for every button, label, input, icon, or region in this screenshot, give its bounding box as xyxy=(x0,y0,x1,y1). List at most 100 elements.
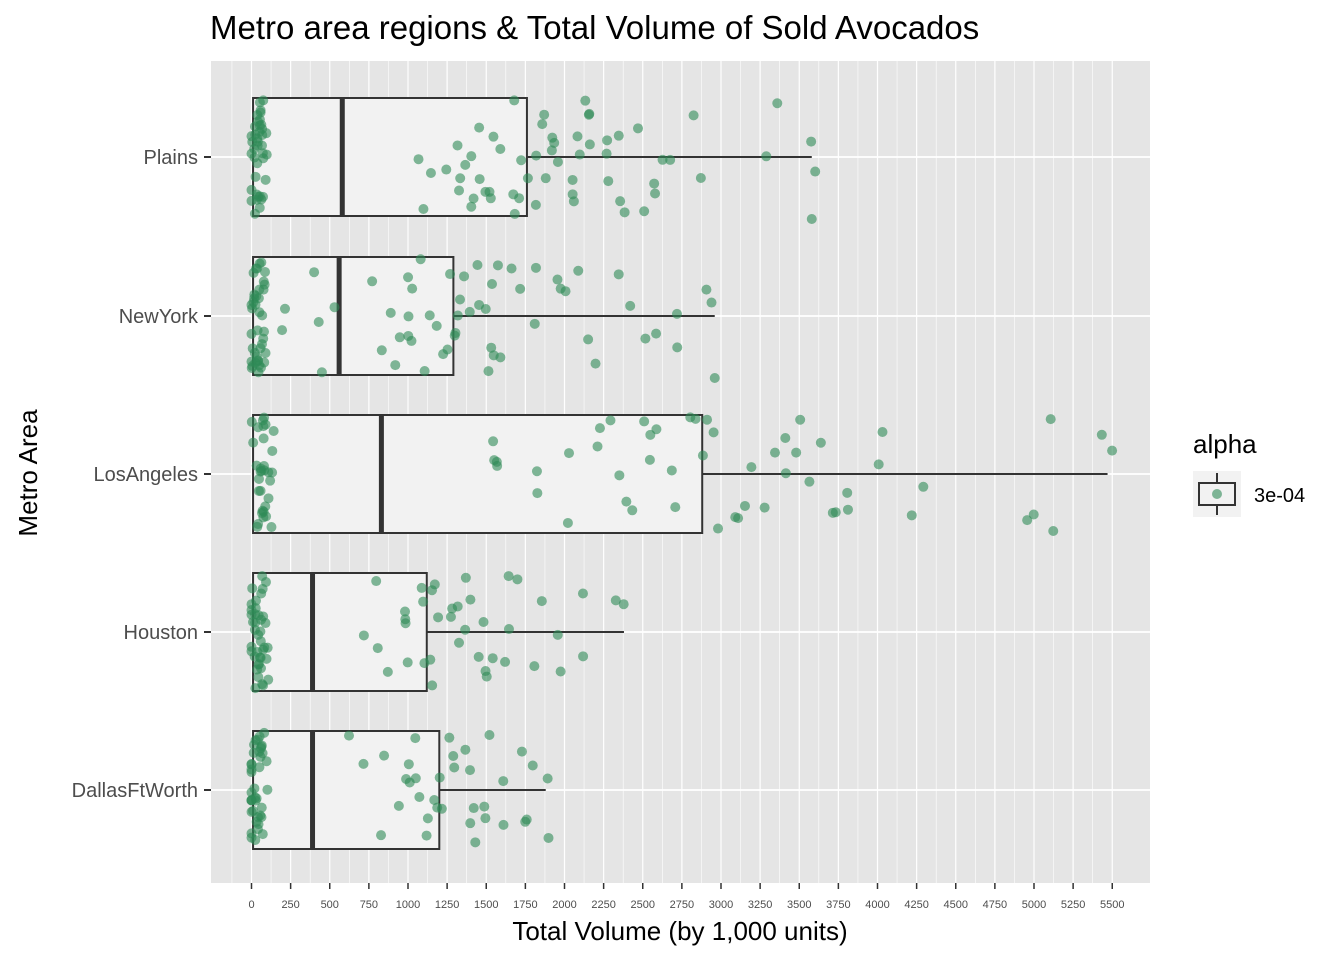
data-point xyxy=(487,653,498,664)
point-layer xyxy=(246,95,1118,848)
data-point xyxy=(252,521,263,532)
data-point xyxy=(473,651,484,662)
data-point xyxy=(452,310,463,321)
data-point xyxy=(452,140,463,151)
points-LosAngeles xyxy=(246,412,1118,536)
x-tick-label: 4500 xyxy=(944,899,968,911)
x-tick-label: 2000 xyxy=(552,899,576,911)
data-point xyxy=(460,744,471,755)
data-point xyxy=(572,131,583,142)
data-point xyxy=(452,601,463,612)
data-point xyxy=(602,135,613,146)
data-point xyxy=(267,445,278,456)
data-point xyxy=(474,122,485,133)
data-point xyxy=(1107,445,1118,456)
points-NewYork xyxy=(246,254,717,378)
data-point xyxy=(474,174,485,185)
data-point xyxy=(259,326,270,337)
data-point xyxy=(512,574,523,585)
y-tick-label: NewYork xyxy=(119,306,199,328)
data-point xyxy=(506,263,517,274)
data-point xyxy=(261,128,272,139)
data-point xyxy=(255,485,266,496)
data-point xyxy=(454,185,465,196)
data-point xyxy=(610,595,621,606)
data-point xyxy=(258,611,269,622)
x-tick-label: 3000 xyxy=(709,899,733,911)
data-point xyxy=(531,466,542,477)
data-point xyxy=(394,332,405,343)
data-point xyxy=(827,507,838,518)
x-tick-label: 750 xyxy=(360,899,378,911)
data-point xyxy=(492,260,503,271)
data-point xyxy=(329,302,340,313)
data-point xyxy=(601,148,612,159)
data-point xyxy=(466,201,477,212)
data-point xyxy=(252,140,263,151)
data-point xyxy=(427,680,438,691)
data-point xyxy=(621,496,632,507)
data-point xyxy=(619,207,630,218)
data-point xyxy=(449,330,460,341)
data-point xyxy=(255,343,266,354)
data-point xyxy=(701,284,712,295)
data-point xyxy=(690,413,701,424)
data-point xyxy=(613,269,624,280)
data-point xyxy=(259,412,270,423)
data-point xyxy=(552,156,563,167)
data-point xyxy=(434,772,445,783)
data-point xyxy=(358,758,369,769)
data-point xyxy=(404,777,415,788)
data-point xyxy=(466,151,477,162)
data-point xyxy=(1022,515,1033,526)
x-tick-label: 500 xyxy=(321,899,339,911)
data-point xyxy=(503,571,514,582)
data-point xyxy=(441,164,452,175)
data-point xyxy=(509,95,520,106)
data-point xyxy=(258,95,269,106)
data-point xyxy=(527,760,538,771)
y-tick-label: Plains xyxy=(144,147,198,169)
data-point xyxy=(574,149,585,160)
data-point xyxy=(529,318,540,329)
data-point xyxy=(358,630,369,641)
data-point xyxy=(262,642,273,653)
data-point xyxy=(618,599,629,610)
data-point xyxy=(615,196,626,207)
data-point xyxy=(247,616,258,627)
data-point xyxy=(414,791,425,802)
data-point xyxy=(536,596,547,607)
data-point xyxy=(344,730,355,741)
outlier-point xyxy=(709,373,720,383)
data-point xyxy=(445,269,456,280)
data-point xyxy=(250,171,261,182)
data-point xyxy=(260,577,271,588)
data-point xyxy=(258,153,269,164)
data-point xyxy=(316,367,327,378)
data-point xyxy=(402,657,413,668)
data-point xyxy=(537,119,548,130)
data-point xyxy=(468,193,479,204)
data-point xyxy=(454,637,465,648)
y-tick-label: Houston xyxy=(124,622,199,644)
data-point xyxy=(455,173,466,184)
x-tick-label: 1500 xyxy=(474,899,498,911)
data-point xyxy=(746,462,757,473)
data-point xyxy=(780,468,791,479)
data-point xyxy=(568,196,579,207)
data-point xyxy=(706,297,717,308)
data-point xyxy=(433,612,444,623)
y-tick-label: LosAngeles xyxy=(93,464,198,486)
data-point xyxy=(480,304,491,315)
outlier-point xyxy=(806,214,817,224)
data-point xyxy=(509,208,520,219)
data-point xyxy=(268,426,279,437)
data-point xyxy=(666,465,677,476)
data-point xyxy=(444,732,455,743)
data-point xyxy=(279,303,290,314)
data-point xyxy=(530,199,541,210)
data-point xyxy=(478,617,489,628)
data-point xyxy=(639,206,650,217)
data-point xyxy=(573,265,584,276)
data-point xyxy=(567,174,578,185)
